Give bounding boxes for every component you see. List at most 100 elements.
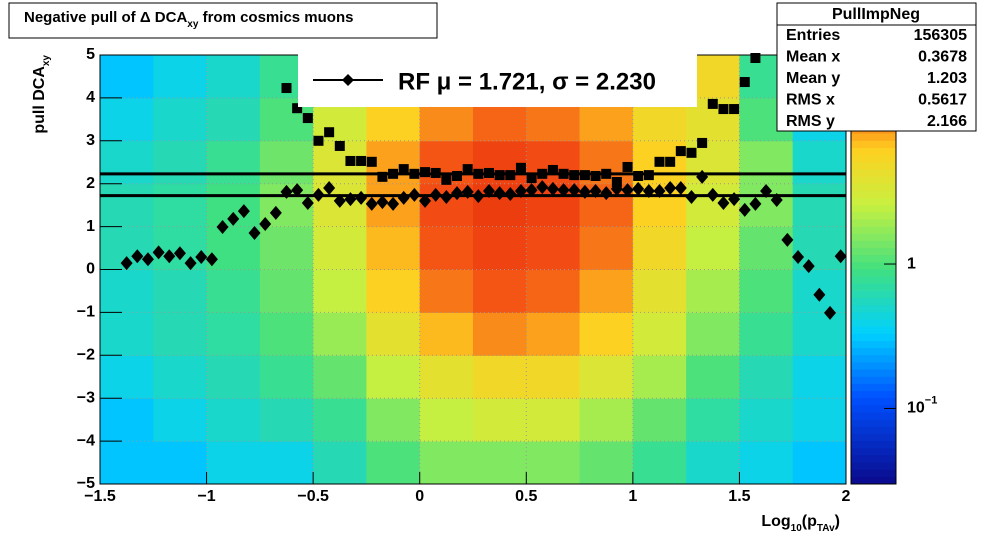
diamond-marker <box>355 190 368 205</box>
square-marker <box>377 171 388 182</box>
color-scale-step <box>851 391 896 399</box>
heatmap-cell <box>632 226 687 270</box>
heatmap-cell <box>419 441 474 485</box>
color-scale-step <box>851 355 896 363</box>
diamond-marker <box>557 183 570 198</box>
heatmap-cell <box>579 226 634 270</box>
diamond-marker <box>632 181 645 196</box>
color-scale-step <box>851 248 896 256</box>
heatmap-cell <box>792 441 847 485</box>
heatmap-cell <box>259 355 314 399</box>
heatmap-cell <box>632 269 687 313</box>
legend: RF μ = 1.721, σ = 2.230 <box>298 53 697 107</box>
x-tick-label: −0.5 <box>297 488 329 505</box>
heatmap-cell <box>259 140 314 185</box>
stats-value: 156305 <box>914 27 967 44</box>
heatmap-cell <box>419 226 474 270</box>
heatmap-cell <box>686 312 740 356</box>
stats-label: Mean x <box>786 49 840 66</box>
square-marker <box>302 113 313 124</box>
heatmap-cell <box>579 355 634 399</box>
heatmap-cell <box>366 226 421 270</box>
heatmap-cell <box>313 269 367 313</box>
diamond-marker <box>621 183 634 198</box>
diamond-marker <box>291 183 304 198</box>
heatmap-cell <box>313 226 367 270</box>
square-marker <box>686 147 697 158</box>
square-marker <box>334 140 345 151</box>
heatmap-cell <box>526 269 581 313</box>
subscript: 10 <box>791 523 803 534</box>
color-scale-step <box>851 255 896 263</box>
heatmap-cell <box>632 355 687 399</box>
diamond-marker <box>259 217 272 232</box>
heatmap-cell <box>206 97 261 142</box>
heatmap-cell <box>259 398 314 442</box>
color-scale-step <box>851 312 896 321</box>
stats-rows: Entries 156305 Mean x 0.3678 Mean y 1.203 RMS … <box>786 27 967 130</box>
square-marker <box>739 77 750 88</box>
heatmap-cell <box>259 441 314 485</box>
diamond-marker <box>248 226 261 241</box>
subscript: xy <box>187 19 199 30</box>
z-tick-label: 1 <box>907 255 916 272</box>
heatmap-cell <box>739 441 794 485</box>
square-marker <box>324 127 335 138</box>
diamond-marker <box>301 196 314 211</box>
stats-value: 1.203 <box>927 70 967 87</box>
color-scale-step <box>851 176 896 185</box>
diamond-marker <box>770 193 783 208</box>
diamond-marker <box>163 249 176 264</box>
subscript: TAv <box>817 523 835 534</box>
color-scale-step <box>851 412 896 421</box>
diamond-marker <box>419 193 432 208</box>
heatmap-cell <box>206 355 261 399</box>
square-marker <box>483 167 494 178</box>
diamond-marker <box>451 186 464 201</box>
heatmap-cell <box>526 441 581 485</box>
square-marker <box>292 103 303 114</box>
diamond-marker <box>216 220 229 235</box>
color-scale-step <box>851 233 896 242</box>
square-marker <box>441 174 452 185</box>
square-marker <box>526 173 537 184</box>
heatmap-cell <box>100 355 154 399</box>
heatmap-cell <box>579 441 634 485</box>
square-marker <box>697 137 708 148</box>
heatmap-cell <box>473 398 527 442</box>
color-scale-step <box>851 162 896 170</box>
diamond-marker <box>706 187 719 202</box>
color-scale-step <box>851 398 896 406</box>
diamond-marker <box>141 252 154 267</box>
color-scale-step <box>851 212 896 220</box>
stats-title: PullImpNeg <box>832 6 920 23</box>
heatmap-cell <box>153 441 208 485</box>
square-marker <box>569 170 580 181</box>
z-tick-label: 10−1 <box>907 394 937 416</box>
square-marker <box>750 53 761 64</box>
y-tick-label: 5 <box>86 46 95 63</box>
color-scale-step <box>851 441 896 449</box>
heatmap-cell <box>206 269 261 313</box>
stats-label: Mean y <box>786 70 840 87</box>
heatmap-cell <box>739 398 794 442</box>
heatmap-cell <box>686 226 740 270</box>
square-marker <box>430 167 441 178</box>
superscript: −1 <box>925 394 938 406</box>
square-marker <box>356 155 367 166</box>
legend-marker <box>342 74 354 86</box>
x-tick-label: 1.5 <box>728 488 750 505</box>
diamond-marker <box>205 252 218 267</box>
y-tick-label: 1 <box>86 218 95 235</box>
square-marker <box>313 135 324 146</box>
diamond-marker <box>131 249 144 264</box>
color-scale-step <box>851 469 896 478</box>
square-marker <box>729 104 740 115</box>
square-marker <box>398 164 409 175</box>
heatmap-cell <box>206 140 261 185</box>
heatmap-cell <box>153 183 208 228</box>
heatmap-cell <box>313 441 367 485</box>
diamond-marker <box>674 180 687 195</box>
stats-box: PullImpNeg Entries 156305 Mean x 0.3678 Mean… <box>776 2 977 132</box>
